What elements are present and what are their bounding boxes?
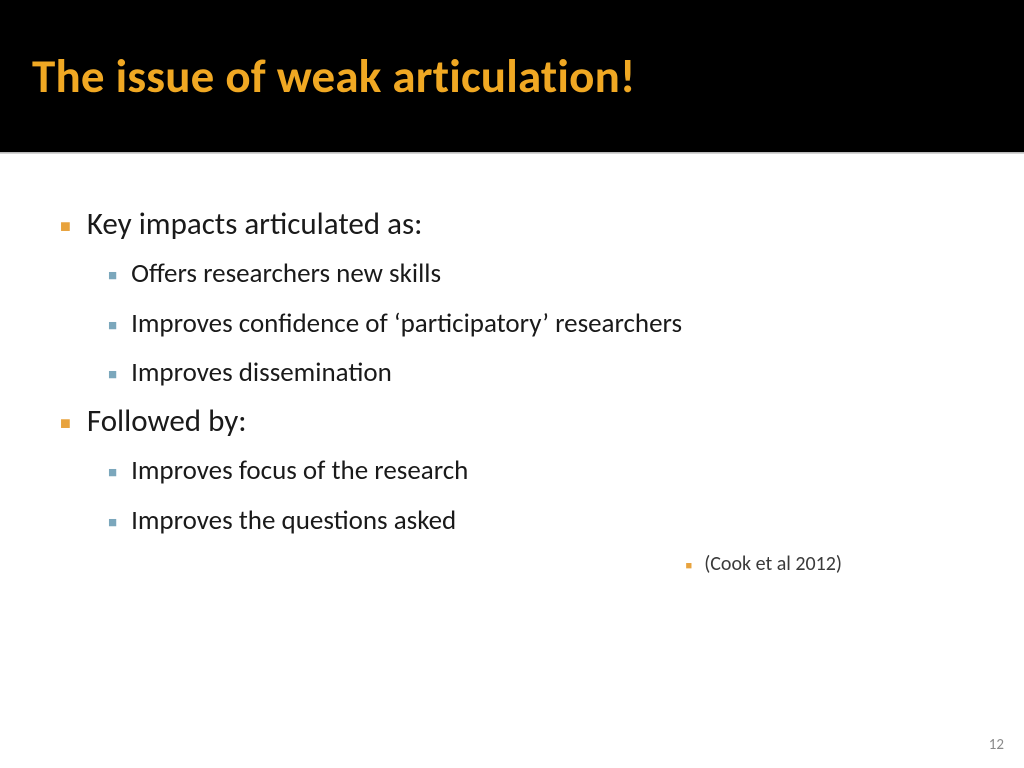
list-item: ■ Improves dissemination [108,352,974,394]
list-item: ■ Followed by: [60,402,974,442]
citation-text: (Cook et al 2012) [704,552,842,576]
list-text: Improves focus of the research [131,450,468,492]
list-item: ■ Improves confidence of ‘participatory’… [108,303,974,345]
bullet-square-icon: ■ [108,466,117,481]
bullet-square-icon: ■ [108,319,117,334]
page-number: 12 [989,736,1004,754]
bullet-square-icon: ■ [108,368,117,383]
slide-body: ■ Key impacts articulated as: ■ Offers r… [0,155,1024,576]
section-heading: Followed by: [87,402,247,442]
list-text: Offers researchers new skills [131,253,441,295]
list-text: Improves the questions asked [131,500,456,542]
bullet-square-icon: ■ [686,559,693,572]
bullet-square-icon: ■ [108,269,117,284]
list-item: ■ Improves the questions asked [108,500,974,542]
bullet-square-icon: ■ [108,516,117,531]
slide-header: The issue of weak articulation! [0,0,1024,152]
section-heading: Key impacts articulated as: [87,205,423,245]
list-item: ■ Improves focus of the research [108,450,974,492]
slide-title: The issue of weak articulation! [32,47,636,105]
list-text: Improves dissemination [131,352,392,394]
citation: ■ (Cook et al 2012) [60,552,974,576]
bullet-square-icon: ■ [60,414,71,432]
list-item: ■ Key impacts articulated as: [60,205,974,245]
list-text: Improves confidence of ‘participatory’ r… [131,303,682,345]
bullet-square-icon: ■ [60,217,71,235]
list-item: ■ Offers researchers new skills [108,253,974,295]
